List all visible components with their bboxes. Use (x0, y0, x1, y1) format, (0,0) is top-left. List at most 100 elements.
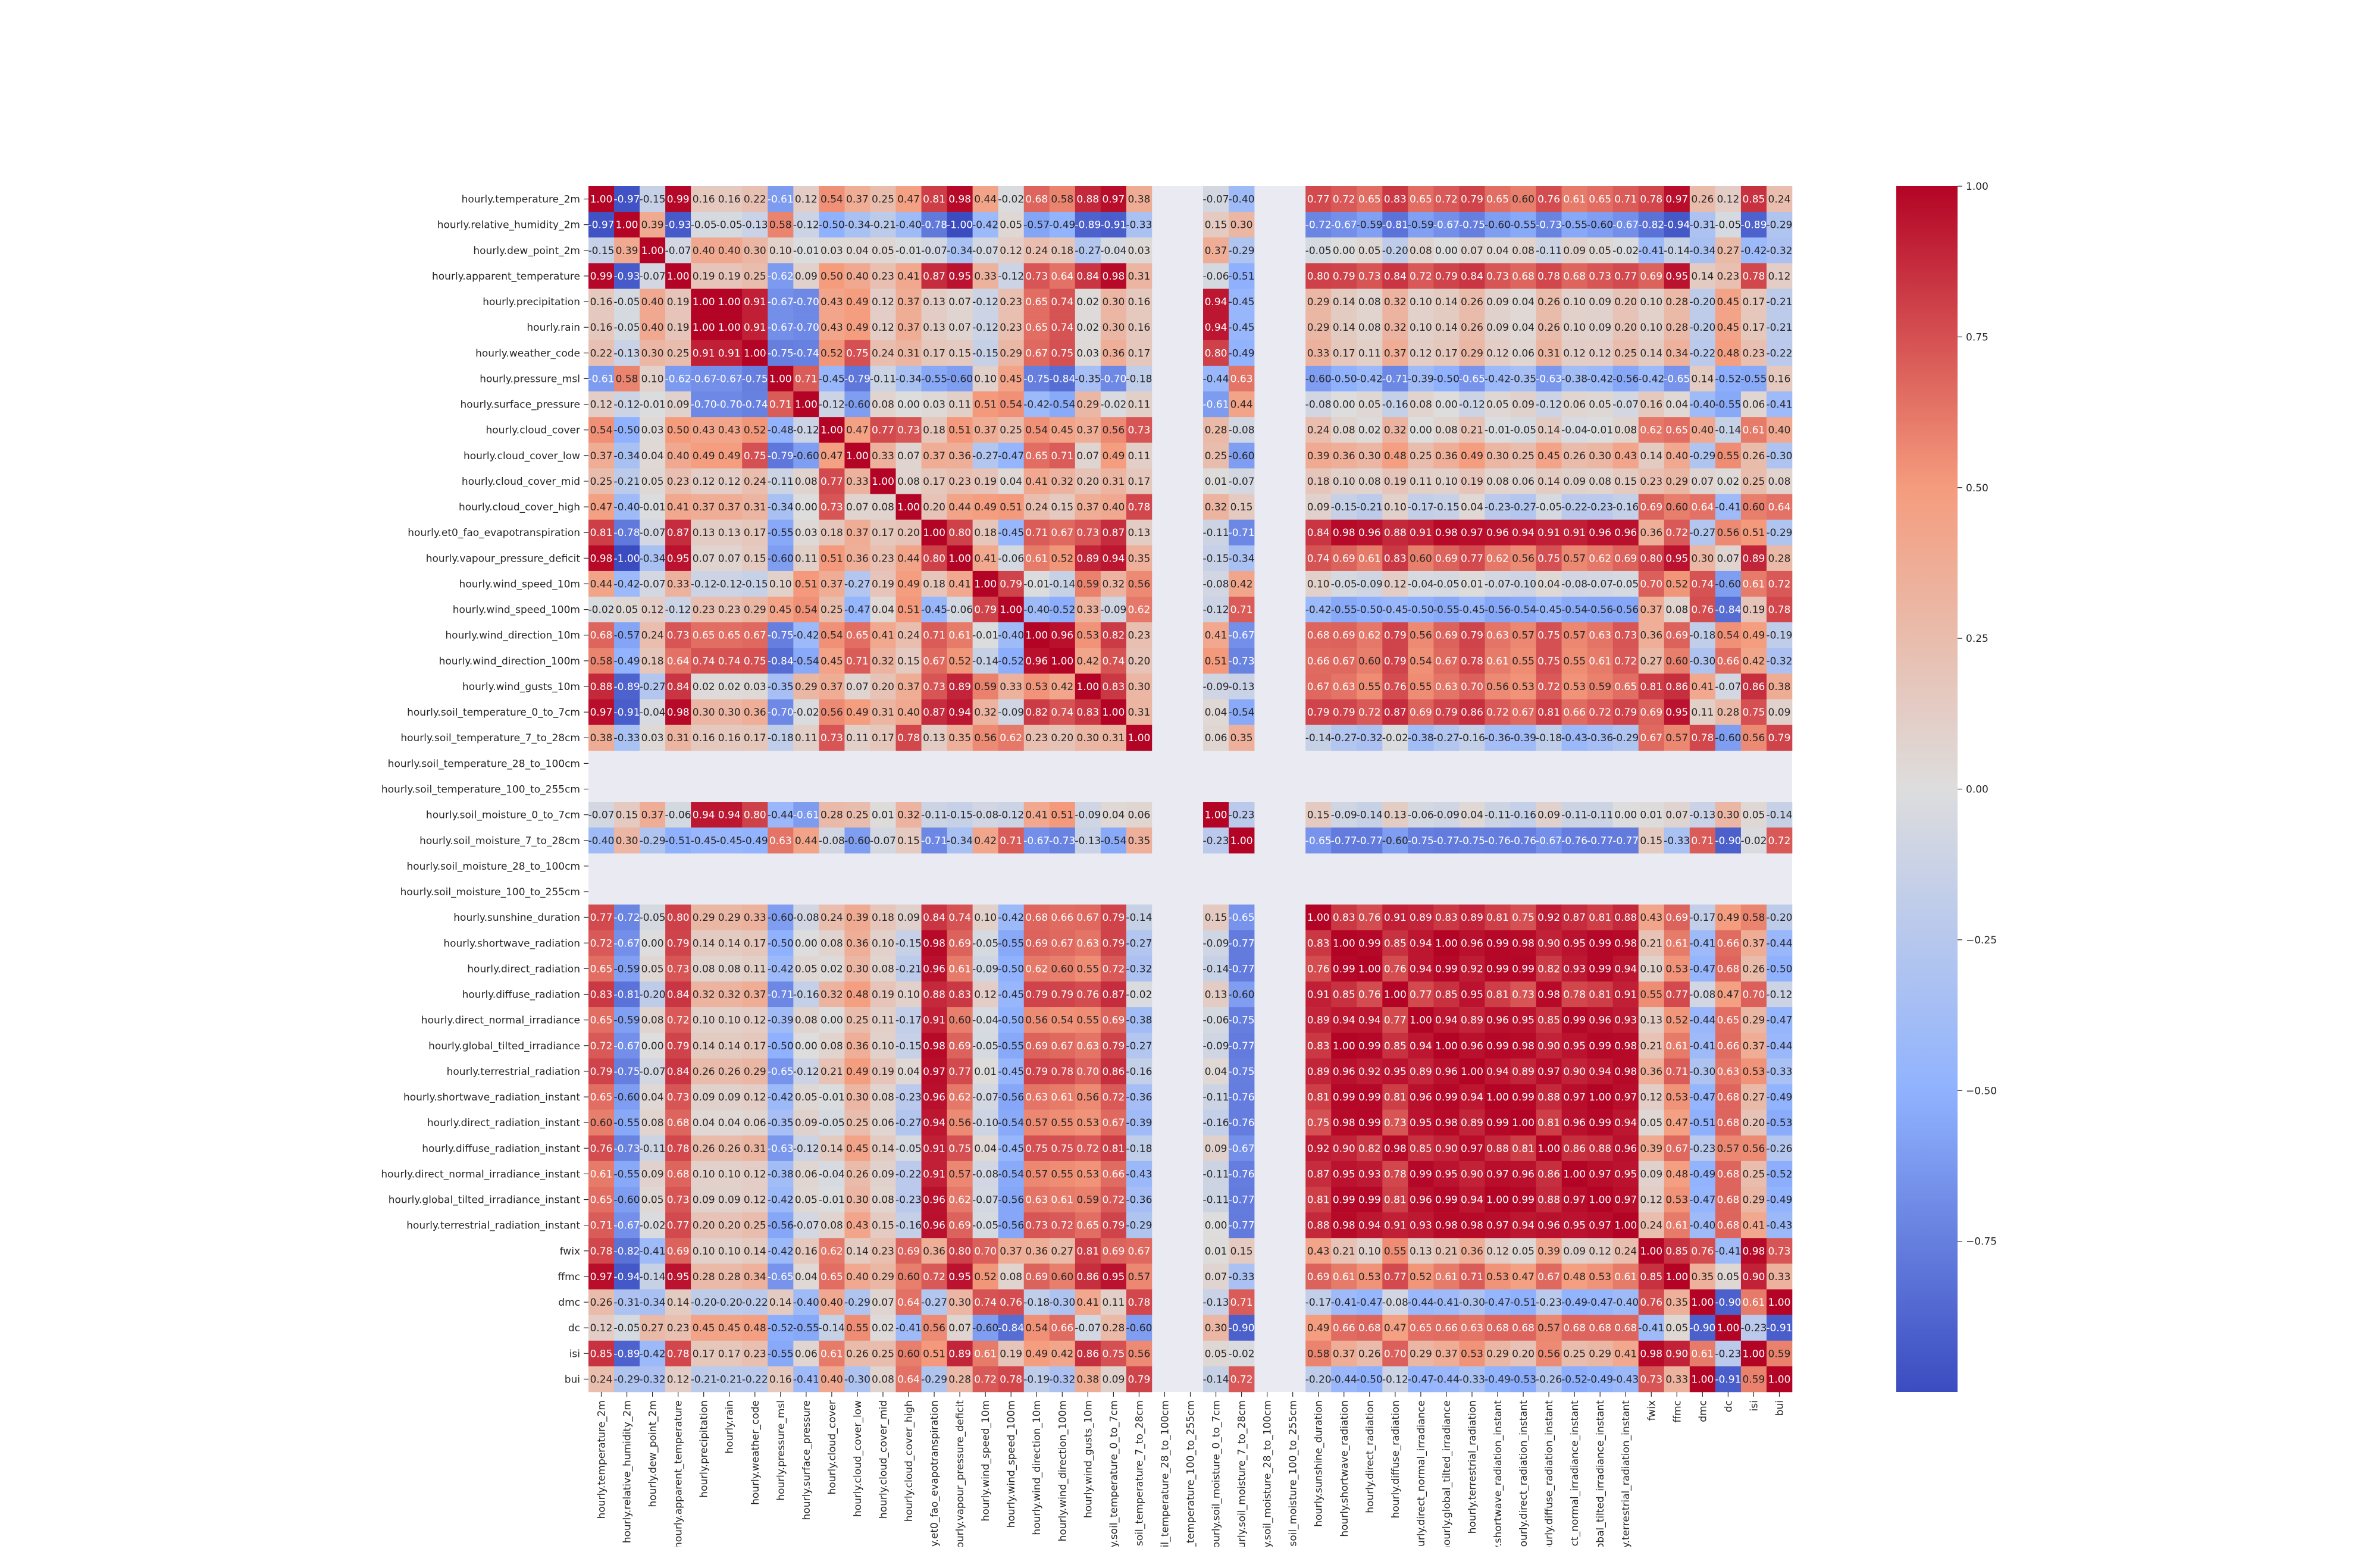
colorbar-gradient (1896, 186, 1958, 1392)
cell-value-label: -0.01 (895, 245, 922, 257)
heatmap-cell (1587, 212, 1613, 238)
cell-value-label: 0.10 (872, 1040, 894, 1052)
cell-value-label: -0.82 (1638, 220, 1664, 231)
cell-value-label: 0.81 (1512, 1143, 1535, 1155)
cell-value-label: 0.76 (1358, 989, 1381, 1001)
cell-value-label: -0.02 (1740, 835, 1767, 847)
x-tick-label: hourly.terrestrial_radiation (1467, 1400, 1479, 1534)
cell-value-label: 0.66 (1307, 656, 1330, 667)
cell-value-label: -0.11 (1485, 810, 1511, 821)
cell-value-label: 0.08 (641, 1117, 664, 1129)
cell-value-label: 0.79 (1384, 656, 1407, 667)
heatmap-cell (1229, 314, 1255, 341)
cell-value-label: -0.22 (1766, 347, 1792, 359)
cell-value-label: 0.04 (1537, 578, 1560, 590)
cell-value-label: 0.29 (1665, 476, 1688, 488)
cell-value-label: 0.67 (1051, 937, 1073, 949)
cell-value-label: -0.55 (614, 1117, 640, 1129)
heatmap-cell (1638, 186, 1665, 212)
x-tick-label: hourly.soil_moisture_28_to_100cm (1262, 1400, 1274, 1547)
cell-value-label: 0.99 (1333, 963, 1355, 975)
cell-value-label: 1.00 (769, 373, 792, 385)
cell-value-label: 0.72 (1614, 656, 1637, 667)
cell-value-label: -0.56 (1485, 604, 1511, 616)
cell-value-label: 0.09 (795, 271, 818, 283)
cell-value-label: -0.70 (691, 399, 717, 411)
cell-value-label: 0.04 (641, 450, 664, 462)
heatmap-cell (998, 212, 1025, 238)
cell-value-label: 0.25 (1563, 1348, 1586, 1360)
cell-value-label: -0.55 (614, 1168, 640, 1180)
cell-value-label: 0.91 (1307, 989, 1330, 1001)
cell-value-label: 0.98 (923, 1040, 945, 1052)
cell-value-label: -0.08 (1382, 1297, 1408, 1309)
cell-value-label: 0.20 (872, 681, 894, 693)
x-tick-label: hourly.soil_moisture_7_to_28cm (1236, 1400, 1248, 1547)
cell-value-label: -0.57 (614, 630, 640, 642)
cell-value-label: 0.12 (1589, 347, 1611, 359)
cell-value-label: -0.05 (1536, 501, 1562, 513)
cell-value-label: -0.50 (1408, 604, 1434, 616)
heatmap-cell (998, 263, 1025, 289)
cell-value-label: 0.26 (1563, 450, 1586, 462)
cell-value-label: 0.11 (872, 1015, 894, 1027)
cell-value-label: -0.74 (793, 347, 819, 359)
cell-value-label: 0.79 (1768, 732, 1791, 744)
cell-value-label: 0.98 (1614, 1040, 1637, 1052)
heatmap-cell (1510, 237, 1536, 264)
cell-value-label: 0.15 (1614, 476, 1637, 488)
cell-value-label: 0.15 (1230, 1246, 1253, 1258)
cell-value-label: 0.94 (1358, 1015, 1381, 1027)
cell-value-label: -0.90 (1715, 1297, 1741, 1309)
cell-value-label: 0.25 (1743, 1168, 1765, 1180)
cell-value-label: 0.61 (1665, 937, 1688, 949)
cell-value-label: 0.23 (872, 271, 894, 283)
cell-value-label: 0.99 (1589, 963, 1611, 975)
cell-value-label: 0.89 (1076, 553, 1099, 565)
cell-value-label: 0.08 (1486, 476, 1509, 488)
heatmap-cell (1689, 212, 1716, 238)
heatmap-cell (768, 186, 794, 212)
cell-value-label: 0.79 (1461, 194, 1483, 206)
heatmap-cell (844, 186, 870, 212)
cell-value-label: -0.08 (1689, 989, 1715, 1001)
cell-value-label: 0.29 (1743, 1194, 1765, 1206)
heatmap-cell (1075, 186, 1101, 212)
cell-value-label: 1.00 (948, 553, 971, 565)
cell-value-label: 0.55 (1512, 656, 1535, 667)
cell-value-label: -0.60 (614, 1194, 640, 1206)
cell-value-label: 0.04 (897, 1066, 920, 1078)
cell-value-label: 0.05 (1358, 399, 1381, 411)
cell-value-label: 0.14 (1640, 450, 1662, 462)
heatmap-cell (1587, 263, 1613, 289)
cell-value-label: -0.23 (1740, 1322, 1767, 1334)
cell-value-label: 0.79 (1128, 1374, 1150, 1385)
cell-value-label: 0.81 (1486, 989, 1509, 1001)
cell-value-label: 0.36 (1461, 1246, 1483, 1258)
cell-value-label: -0.50 (1331, 373, 1357, 385)
cell-value-label: 0.87 (1102, 989, 1125, 1001)
cell-value-label: 0.29 (744, 604, 766, 616)
cell-value-label: 0.88 (1307, 1220, 1330, 1232)
cell-value-label: 0.30 (744, 245, 766, 257)
cell-value-label: -0.50 (1433, 373, 1460, 385)
cell-value-label: -0.05 (972, 937, 998, 949)
cell-value-label: 0.45 (1717, 296, 1739, 308)
cell-value-label: 0.94 (1512, 527, 1535, 539)
cell-value-label: 0.49 (846, 707, 869, 719)
heatmap-cell (768, 263, 794, 289)
cell-value-label: 0.56 (1486, 681, 1509, 693)
cell-value-label: 0.24 (641, 630, 664, 642)
cell-value-label: -0.17 (1305, 1297, 1332, 1309)
cell-value-label: 0.25 (1512, 450, 1535, 462)
cell-value-label: 0.42 (974, 835, 997, 847)
cell-value-label: 0.03 (1076, 347, 1099, 359)
cell-value-label: 0.52 (744, 425, 766, 437)
cell-value-label: 0.56 (948, 1117, 971, 1129)
cell-value-label: -0.90 (1229, 1322, 1255, 1334)
cell-value-label: 0.67 (1102, 1117, 1125, 1129)
cell-value-label: 0.85 (1333, 989, 1355, 1001)
cell-value-label: 0.94 (1461, 1092, 1483, 1103)
cell-value-label: 0.06 (1205, 732, 1227, 744)
cell-value-label: 0.87 (1563, 912, 1586, 924)
